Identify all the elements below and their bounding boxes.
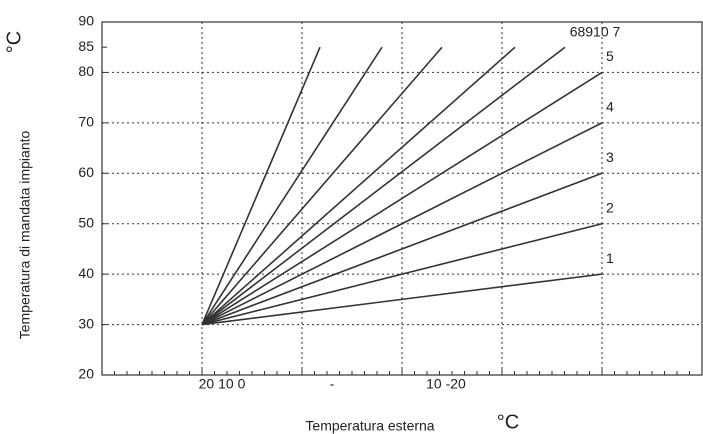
x-tick-label: 20 10 0 [199, 376, 246, 392]
y-tick-label: 40 [78, 265, 94, 281]
y-tick-label: 30 [78, 315, 94, 331]
curve [201, 222, 603, 326]
y-tick-label: 80 [78, 63, 94, 79]
curve-label: 2 [606, 199, 614, 215]
x-unit: °C [497, 411, 519, 433]
y-tick-label: 20 [78, 366, 94, 382]
curve-group-label: 68910 7 [570, 24, 621, 40]
curve-label: 5 [606, 48, 614, 64]
curve-label: 4 [606, 99, 614, 115]
curve-label: 3 [606, 149, 614, 165]
curve [201, 122, 603, 326]
y-tick-label: 70 [78, 114, 94, 130]
curve-label: 1 [606, 250, 614, 266]
curve [201, 273, 603, 326]
y-tick-label: 90 [78, 13, 94, 29]
y-unit: °C [3, 31, 25, 53]
x-axis-title: Temperatura esterna [305, 418, 434, 434]
curve [201, 46, 516, 326]
curve [201, 46, 383, 326]
curve [201, 46, 321, 325]
x-tick-label: - [330, 376, 335, 392]
y-tick-label: 50 [78, 214, 94, 230]
curve [201, 46, 443, 326]
curve [201, 71, 603, 326]
x-tick-label: 10 -20 [426, 376, 466, 392]
y-tick-label: 85 [78, 38, 94, 54]
y-axis-title: Temperatura di mandata impianto [17, 131, 33, 340]
y-tick-label: 60 [78, 164, 94, 180]
curve [201, 172, 603, 326]
curve [201, 46, 566, 326]
